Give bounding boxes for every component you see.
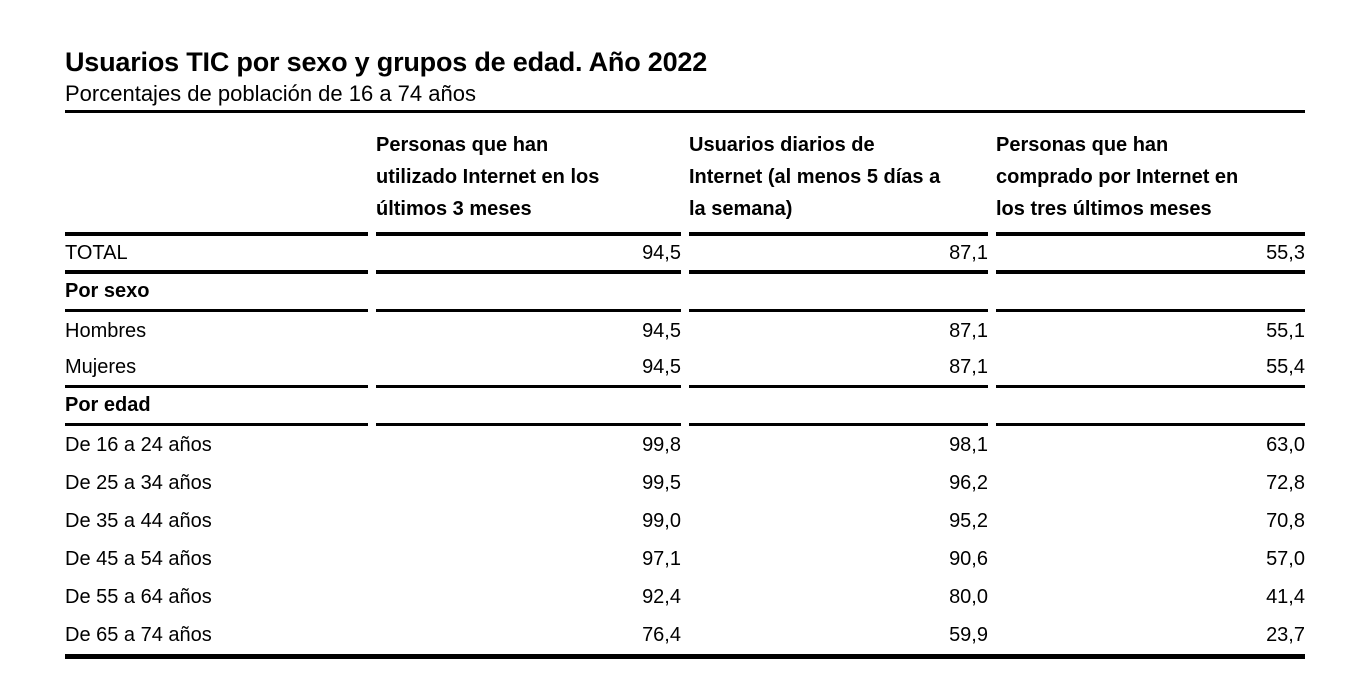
cell-value: 90,6 xyxy=(949,547,988,570)
row-label: TOTAL xyxy=(65,236,368,274)
section-header-row: Por edad xyxy=(65,388,1305,426)
cell-value: 57,0 xyxy=(1266,547,1305,570)
cell-value: 99,0 xyxy=(642,509,681,532)
report-page: Usuarios TIC por sexo y grupos de edad. … xyxy=(65,47,1305,659)
column-header-online-purchase: Personas que han comprado por Internet e… xyxy=(996,113,1305,236)
subtitle-rule xyxy=(65,110,1305,113)
cell-value: 87,1 xyxy=(689,350,988,388)
section-header-row: Por sexo xyxy=(65,274,1305,312)
table-row: Mujeres 94,5 87,1 55,4 xyxy=(65,350,1305,388)
cell-value xyxy=(689,274,988,312)
cell-value xyxy=(996,388,1305,426)
table-bottom-rule xyxy=(65,654,1305,659)
row-label: De 16 a 24 años xyxy=(65,433,212,456)
cell-value: 87,1 xyxy=(949,319,988,342)
cell-value xyxy=(376,388,681,426)
cell-value: 95,2 xyxy=(949,509,988,532)
table-row: Hombres 94,5 87,1 55,1 xyxy=(65,312,1305,350)
table-row: De 55 a 64 años 92,4 80,0 41,4 xyxy=(65,578,1305,616)
cell-value xyxy=(996,274,1305,312)
cell-value: 94,5 xyxy=(642,319,681,342)
header-empty-cell xyxy=(65,113,368,236)
cell-value: 99,8 xyxy=(642,433,681,456)
cell-value: 97,1 xyxy=(642,547,681,570)
cell-value: 92,4 xyxy=(642,585,681,608)
row-label: Hombres xyxy=(65,319,147,342)
cell-value: 55,3 xyxy=(996,236,1305,274)
row-label: Por edad xyxy=(65,388,368,426)
table-row: De 65 a 74 años 76,4 59,9 23,7 xyxy=(65,616,1305,654)
row-label: De 25 a 34 años xyxy=(65,471,212,494)
table-row: De 25 a 34 años 99,5 96,2 72,8 xyxy=(65,464,1305,502)
cell-value: 55,4 xyxy=(996,350,1305,388)
column-header-daily-users: Usuarios diarios de Internet (al menos 5… xyxy=(689,113,988,236)
cell-value: 41,4 xyxy=(1266,585,1305,608)
table-row: TOTAL 94,5 87,1 55,3 xyxy=(65,236,1305,274)
table-row: De 35 a 44 años 99,0 95,2 70,8 xyxy=(65,502,1305,540)
page-subtitle: Porcentajes de población de 16 a 74 años xyxy=(65,81,476,106)
row-label: De 45 a 54 años xyxy=(65,547,212,570)
cell-value: 76,4 xyxy=(642,623,681,646)
row-label: Por sexo xyxy=(65,274,368,312)
cell-value: 96,2 xyxy=(949,471,988,494)
table-body: TOTAL 94,5 87,1 55,3 Por sexo Hombres 94,5 87,1… xyxy=(65,236,1305,654)
cell-value: 94,5 xyxy=(376,236,681,274)
cell-value: 63,0 xyxy=(1266,433,1305,456)
cell-value xyxy=(689,388,988,426)
cell-value: 23,7 xyxy=(1266,623,1305,646)
table-row: De 45 a 54 años 97,1 90,6 57,0 xyxy=(65,540,1305,578)
cell-value xyxy=(376,274,681,312)
cell-value: 99,5 xyxy=(642,471,681,494)
page-title: Usuarios TIC por sexo y grupos de edad. … xyxy=(65,47,708,77)
cell-value: 94,5 xyxy=(376,350,681,388)
cell-value: 55,1 xyxy=(1266,319,1305,342)
cell-value: 98,1 xyxy=(949,433,988,456)
data-table: Personas que han utilizado Internet en l… xyxy=(65,113,1305,654)
cell-value: 87,1 xyxy=(689,236,988,274)
cell-value: 80,0 xyxy=(949,585,988,608)
row-label: Mujeres xyxy=(65,350,368,388)
cell-value: 70,8 xyxy=(1266,509,1305,532)
row-label: De 55 a 64 años xyxy=(65,585,212,608)
table-header-row: Personas que han utilizado Internet en l… xyxy=(65,113,1305,236)
cell-value: 72,8 xyxy=(1266,471,1305,494)
row-label: De 65 a 74 años xyxy=(65,623,212,646)
row-label: De 35 a 44 años xyxy=(65,509,212,532)
cell-value: 59,9 xyxy=(949,623,988,646)
column-header-internet-use: Personas que han utilizado Internet en l… xyxy=(376,113,681,236)
table-row: De 16 a 24 años 99,8 98,1 63,0 xyxy=(65,426,1305,464)
